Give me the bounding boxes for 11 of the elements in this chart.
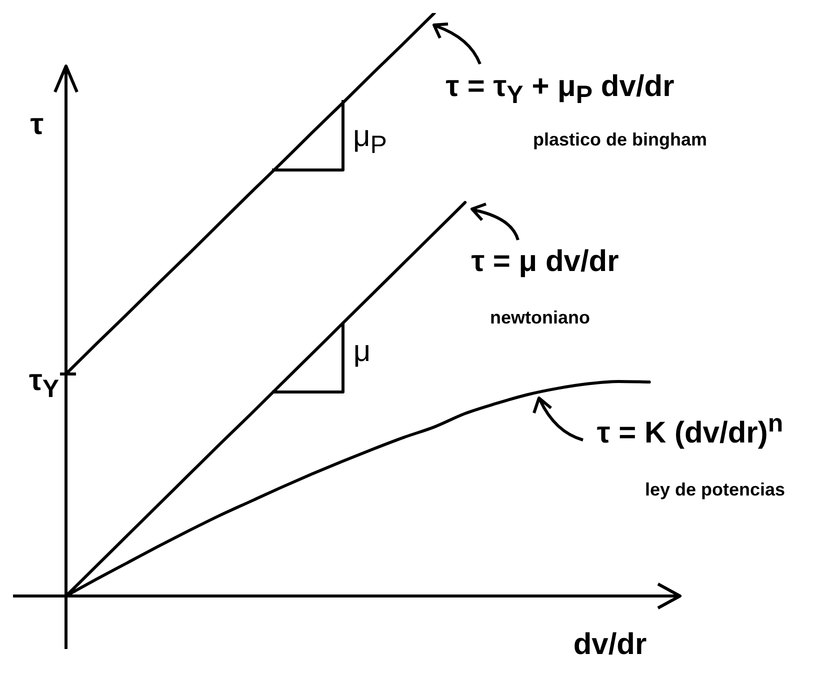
annotation: τ$_{Y}$ [28, 364, 60, 404]
annotation: μ$_{P}$ [353, 120, 387, 160]
annotation: plastico de bingham [532, 130, 708, 150]
annotation: τ = K (dv/dr)$^{n}$ [596, 410, 784, 450]
annotation: μ [353, 335, 371, 369]
annotation: ley de potencias [644, 480, 786, 500]
annotation: newtoniano [490, 308, 590, 328]
x-axis-title: dv/dr [573, 628, 647, 662]
annotation: τ = μ dv/dr [471, 245, 619, 279]
y-axis-title: τ [30, 108, 44, 142]
annotation: τ = τ$_{Y}$ + μ$_{P}$ dv/dr [446, 70, 674, 110]
